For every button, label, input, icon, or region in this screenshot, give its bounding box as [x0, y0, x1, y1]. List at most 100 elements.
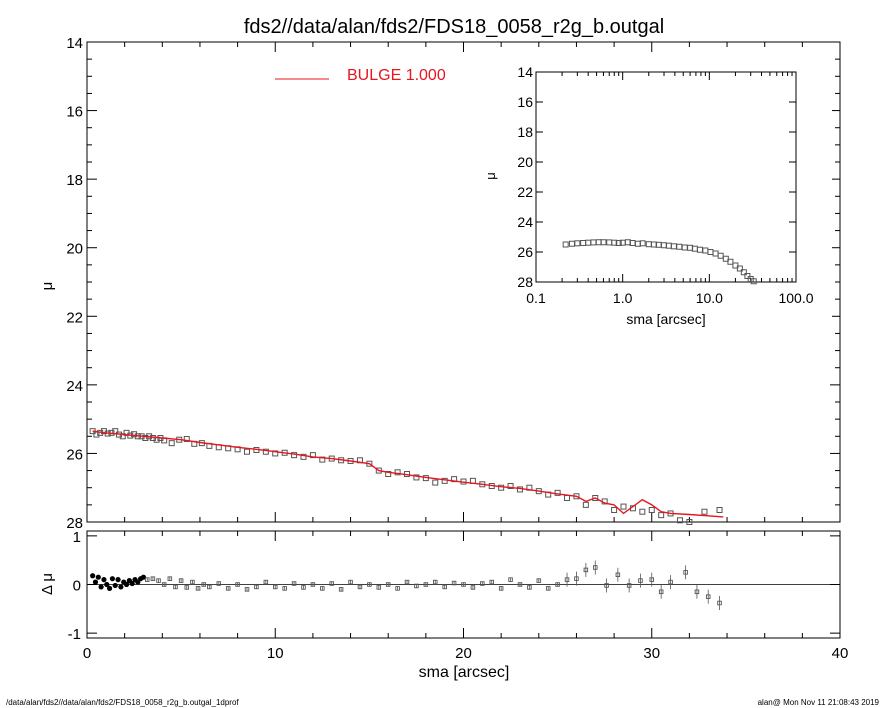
residual-point: [329, 581, 334, 586]
residual-point: [273, 584, 278, 590]
residual-ytick-label: -1: [68, 626, 81, 643]
residual-xtick-label: 40: [832, 645, 849, 662]
residual-point: [254, 584, 259, 590]
residual-point: [348, 579, 353, 585]
residual-point: [604, 583, 609, 588]
residual-point: [98, 584, 104, 590]
residual-xtick-label: 20: [455, 645, 472, 662]
main-ytick-label: 18: [66, 172, 83, 189]
data-point: [413, 474, 420, 481]
residual-point: [498, 586, 504, 591]
residual-point: [395, 586, 400, 591]
residual-point: [92, 579, 99, 585]
data-point: [582, 501, 589, 508]
inset-ytick-label: 20: [517, 154, 533, 170]
data-point: [676, 517, 683, 524]
residual-point: [167, 576, 173, 581]
residual-point: [694, 589, 700, 595]
data-point: [611, 507, 618, 513]
residual-point: [129, 580, 135, 587]
inset-data-point: [600, 239, 607, 246]
footer-timestamp: alan@ Mon Nov 11 21:08:43 2019: [757, 698, 879, 707]
residual-point: [433, 579, 438, 585]
main-ytick-label: 22: [66, 309, 83, 326]
data-point: [300, 453, 307, 460]
data-point: [686, 519, 693, 525]
residual-point: [106, 585, 113, 591]
inset-panel: 14 16 18 20 22 24 26 280.1 1.0 10.0 100.0 μ sma [a…: [481, 57, 832, 344]
inset-xtick-label: 100.0: [778, 290, 813, 306]
residual-point: [536, 578, 542, 583]
data-point: [701, 508, 708, 515]
inset-xtick-label: 1.0: [613, 290, 633, 306]
residual-point: [144, 577, 150, 582]
residual-point: [156, 578, 161, 583]
residual-ylabel: Δ μ: [39, 573, 56, 595]
residual-point: [461, 582, 466, 587]
inset-ytick-label: 16: [517, 94, 533, 110]
residual-point: [423, 582, 429, 587]
main-ytick-label: 26: [66, 446, 83, 463]
data-point: [385, 471, 392, 477]
main-ytick-label: 16: [66, 104, 83, 121]
main-ytick-label: 14: [66, 35, 83, 52]
inset-frame: [535, 71, 797, 283]
main-ytick-label: 24: [66, 378, 83, 395]
residual-point: [90, 573, 96, 579]
residual-point: [489, 579, 494, 585]
residual-point: [216, 581, 222, 586]
residual-xtick-label: 0: [83, 645, 91, 662]
residual-point: [115, 577, 121, 583]
footer-path: /data/alan/fds2//data/alan/fds2/FDS18_00…: [6, 698, 239, 707]
inset-xtick-label: 10.0: [696, 290, 723, 306]
residual-point: [668, 579, 673, 585]
residual-point: [470, 585, 476, 590]
inset-ylabel: μ: [483, 172, 498, 180]
residual-point: [649, 577, 655, 582]
inset-xlabel: sma [arcsec]: [626, 311, 705, 327]
residual-point: [235, 582, 240, 587]
residual-xtick-label: 10: [267, 645, 284, 662]
residual-point: [195, 586, 201, 591]
data-point: [142, 435, 149, 441]
residual-point: [376, 585, 382, 590]
data-point: [432, 479, 439, 486]
residual-point: [301, 585, 306, 590]
inset-data-point: [562, 241, 569, 248]
residual-point: [95, 574, 101, 580]
residual-point: [451, 580, 457, 586]
chart-title: fds2//data/alan/fds2/FDS18_0058_r2g_b.ou…: [244, 16, 664, 38]
residual-point: [109, 576, 116, 582]
data-point: [262, 448, 269, 455]
residual-point: [385, 582, 391, 587]
data-point: [272, 450, 279, 457]
residual-point: [555, 582, 560, 587]
data-point: [620, 503, 627, 510]
inset-ytick-label: 14: [517, 64, 533, 80]
residual-point: [291, 581, 297, 586]
residual-point: [527, 585, 532, 590]
inset-xtick-label: 0.1: [526, 290, 546, 306]
residual-point: [517, 582, 523, 587]
residual-point: [442, 584, 447, 590]
residual-point: [184, 585, 190, 590]
data-point: [183, 436, 190, 443]
residual-point: [310, 582, 316, 587]
data-point: [639, 508, 646, 515]
inset-ytick-label: 24: [517, 214, 533, 230]
inset-ytick-label: 28: [517, 274, 533, 290]
residual-xlabel: sma [arcsec]: [419, 664, 510, 681]
residual-point: [178, 578, 184, 583]
data-point: [168, 440, 175, 447]
residual-point: [338, 587, 344, 592]
data-point: [592, 495, 599, 501]
inset-data-point: [736, 265, 743, 272]
inset-data-point: [727, 258, 734, 265]
residual-point: [508, 577, 513, 582]
data-point: [716, 507, 723, 513]
data-point: [564, 495, 571, 501]
data-point: [309, 452, 316, 459]
inset-data-point: [611, 239, 618, 246]
residual-point: [404, 579, 410, 585]
residual-point: [207, 584, 212, 590]
